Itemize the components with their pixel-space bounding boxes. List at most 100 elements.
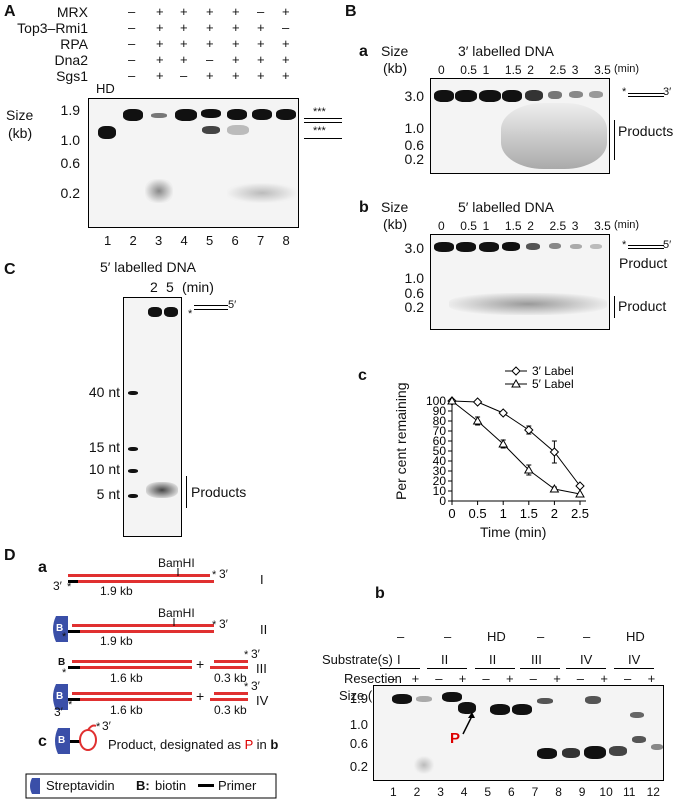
da-roman-2: II	[260, 622, 268, 637]
panel-a-size-label: Size	[6, 107, 34, 123]
panel-db-gel	[373, 685, 664, 781]
lane-number: 8	[282, 233, 290, 248]
data-point-diamond	[498, 408, 508, 418]
condition-mark: +	[156, 52, 164, 67]
condition-label: Sgs1	[56, 68, 88, 84]
time-label: 1.5	[504, 219, 522, 233]
x-tick-label: 0.5	[469, 506, 487, 521]
time-label: 0	[438, 63, 445, 77]
size-tick: 1.0	[404, 120, 424, 136]
condition-mark: +	[257, 68, 265, 83]
da-kb-4b: 0.3 kb	[214, 703, 247, 717]
time-label: 1	[482, 63, 490, 77]
da-bamhi-1: BamHI	[158, 556, 195, 570]
da-kb-3b: 0.3 kb	[214, 671, 247, 685]
panel-db-letter: b	[375, 585, 385, 602]
resection-mark: –	[435, 671, 443, 686]
condition-label: Top3–Rmi1	[17, 20, 88, 36]
legend-streptavidin: Streptavidin	[46, 778, 115, 793]
x-tick-label: 1	[500, 506, 507, 521]
condition-mark: –	[180, 68, 188, 83]
group-substrate: II	[489, 652, 497, 667]
legend-marker	[511, 366, 521, 376]
marker-label: 15 nt	[88, 439, 120, 455]
lane-number: 1	[390, 785, 397, 799]
panel-c-gel	[123, 297, 182, 537]
condition-mark: +	[282, 4, 290, 19]
resection-mark: +	[411, 671, 420, 686]
data-point-triangle	[498, 438, 509, 448]
panel-a-letter: A	[4, 3, 16, 20]
condition-mark: –	[128, 36, 136, 51]
da-plus-4: +	[196, 688, 205, 704]
legend-label: 3′ Label	[532, 364, 574, 378]
condition-mark: +	[156, 4, 164, 19]
lane-number: 4	[180, 233, 188, 248]
panel-ba-title: 3′ labelled DNA	[458, 43, 555, 59]
condition-mark: –	[128, 68, 136, 83]
lane-number: 7	[531, 785, 539, 799]
panel-b-letter: B	[345, 3, 357, 20]
data-point-triangle	[472, 415, 483, 425]
group-substrate: II	[441, 652, 449, 667]
group-top: HD	[626, 629, 645, 644]
condition-mark: –	[282, 20, 290, 35]
da-plus-3: +	[196, 656, 205, 672]
da-star-1b: *	[67, 581, 72, 593]
panel-ba-star: *	[622, 86, 627, 98]
panel-d-letter: D	[4, 547, 16, 564]
y-tick-label: 10	[433, 484, 447, 498]
condition-mark: +	[180, 52, 188, 67]
da-end-4: 3′	[251, 679, 260, 693]
dc-caption: Product, designated as P in b	[108, 737, 279, 752]
size-tick: 3.0	[404, 240, 424, 256]
group-underline	[427, 668, 467, 669]
condition-mark: +	[156, 68, 164, 83]
da-roman-3: III	[256, 661, 267, 676]
marker-label: 40 nt	[88, 384, 120, 400]
size-tick: 0.2	[349, 759, 368, 774]
y-tick-label: 70	[433, 424, 447, 438]
time-label: 3.5	[594, 63, 611, 77]
condition-mark: +	[232, 68, 240, 83]
condition-mark: +	[282, 68, 290, 83]
panel-c-title: 5′ labelled DNA	[100, 259, 197, 275]
da-star-2b: *	[62, 631, 67, 643]
chart-xlabel: Time (min)	[480, 524, 547, 540]
condition-mark: –	[257, 4, 265, 19]
da-biotin-2: B	[56, 623, 64, 634]
panel-a-stars-1: ***	[313, 106, 326, 118]
data-point-triangle	[523, 464, 534, 474]
group-underline	[520, 668, 560, 669]
resection-mark: +	[506, 671, 514, 686]
time-label: 3	[571, 63, 579, 77]
group-top: –	[444, 629, 452, 644]
panel-c-star: *	[188, 308, 193, 320]
size-tick: 0.2	[404, 151, 424, 167]
condition-mark: –	[128, 4, 136, 19]
legend-primer: Primer	[218, 778, 257, 793]
panel-ba-gel	[430, 78, 610, 174]
group-underline	[614, 668, 654, 669]
group-underline	[475, 668, 515, 669]
da-roman-4: IV	[256, 693, 269, 708]
condition-mark: +	[232, 4, 240, 19]
panel-bb-product-2: Product	[618, 298, 667, 314]
condition-label: RPA	[60, 36, 88, 52]
size-tick: 0.6	[404, 137, 424, 153]
condition-mark: +	[206, 20, 214, 35]
lane-number: 1	[104, 233, 112, 248]
y-tick-label: 40	[433, 454, 447, 468]
lane-number: 7	[257, 233, 265, 248]
panel-bc-letter: c	[358, 367, 367, 384]
panel-ba-size-unit: (kb)	[383, 60, 408, 76]
resection-mark: –	[576, 671, 585, 686]
resection-mark: –	[388, 671, 396, 686]
condition-mark: +	[180, 4, 188, 19]
size-tick: 0.2	[404, 299, 424, 315]
panel-bb-end: 5′	[663, 239, 672, 251]
group-top: –	[397, 629, 405, 644]
time-label: 0	[438, 219, 445, 233]
da-star-1: *	[212, 569, 217, 581]
